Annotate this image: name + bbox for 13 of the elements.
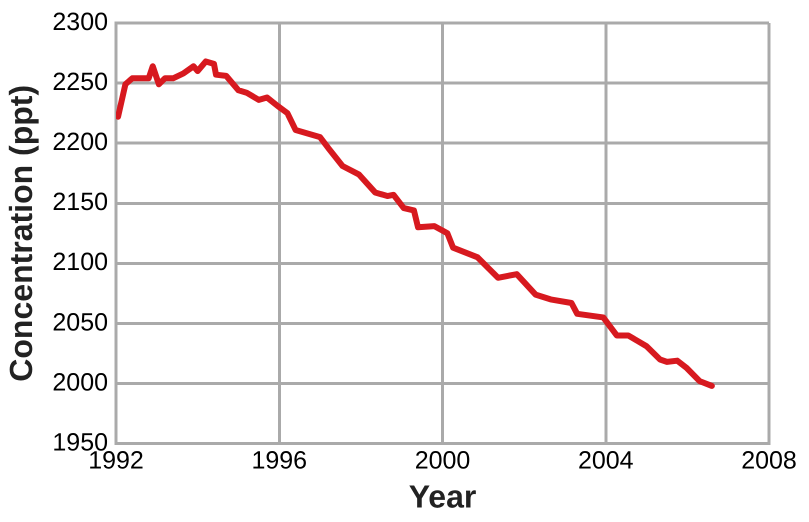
y-tick-label: 2000 <box>52 368 108 396</box>
x-tick-label: 1996 <box>251 446 308 474</box>
y-tick-label: 2250 <box>52 68 108 96</box>
y-tick-label: 2150 <box>52 188 108 216</box>
y-tick-label: 2050 <box>52 308 108 336</box>
y-tick-label: 2300 <box>52 8 108 36</box>
x-tick-label: 2000 <box>414 446 470 474</box>
x-tick-label: 2004 <box>578 446 634 474</box>
y-tick-label: 2200 <box>52 128 108 156</box>
x-axis-title: Year <box>408 478 476 515</box>
y-tick-label: 2100 <box>52 248 108 276</box>
x-tick-label: 2008 <box>741 446 797 474</box>
y-axis-title: Concentration (ppt) <box>3 84 40 382</box>
